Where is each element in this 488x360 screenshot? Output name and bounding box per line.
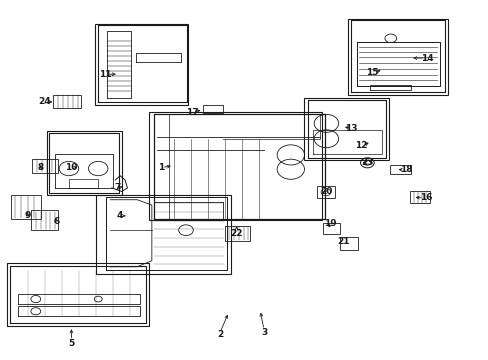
Text: 5: 5 [68, 339, 74, 348]
Bar [95, 24, 188, 105]
Text: 13: 13 [344, 123, 356, 132]
Text: 17: 17 [185, 108, 198, 117]
Bar [304, 98, 388, 160]
Text: 16: 16 [419, 193, 431, 202]
Text: 1: 1 [158, 163, 164, 172]
Text: 6: 6 [54, 217, 60, 226]
Bar [322, 223, 339, 234]
Bar [316, 186, 334, 198]
Text: 2: 2 [217, 330, 223, 339]
Text: 20: 20 [320, 187, 332, 196]
Text: 21: 21 [337, 237, 349, 246]
Text: 22: 22 [230, 229, 243, 238]
Text: 3: 3 [260, 328, 266, 337]
Text: 15: 15 [365, 68, 378, 77]
Bar [53, 95, 81, 108]
Text: 10: 10 [65, 163, 78, 172]
Text: 18: 18 [399, 166, 412, 175]
Text: 19: 19 [324, 219, 336, 228]
Bar [339, 237, 357, 250]
Bar [224, 226, 250, 241]
Bar [389, 165, 410, 174]
Bar [149, 112, 321, 220]
Bar [96, 195, 230, 274]
Bar [31, 211, 58, 230]
Text: 24: 24 [38, 97, 51, 106]
Text: 23: 23 [361, 158, 373, 167]
Text: 7: 7 [114, 183, 121, 192]
Bar [46, 131, 122, 195]
Bar [347, 19, 447, 95]
Bar [32, 159, 58, 173]
Bar [11, 195, 41, 220]
Bar [6, 263, 149, 326]
Text: 9: 9 [24, 211, 31, 220]
Bar [409, 192, 429, 203]
Text: 4: 4 [117, 211, 123, 220]
Text: 11: 11 [99, 70, 112, 79]
Text: 8: 8 [38, 163, 44, 172]
Text: 12: 12 [355, 141, 367, 150]
Bar [203, 105, 222, 113]
Text: 14: 14 [420, 54, 433, 63]
